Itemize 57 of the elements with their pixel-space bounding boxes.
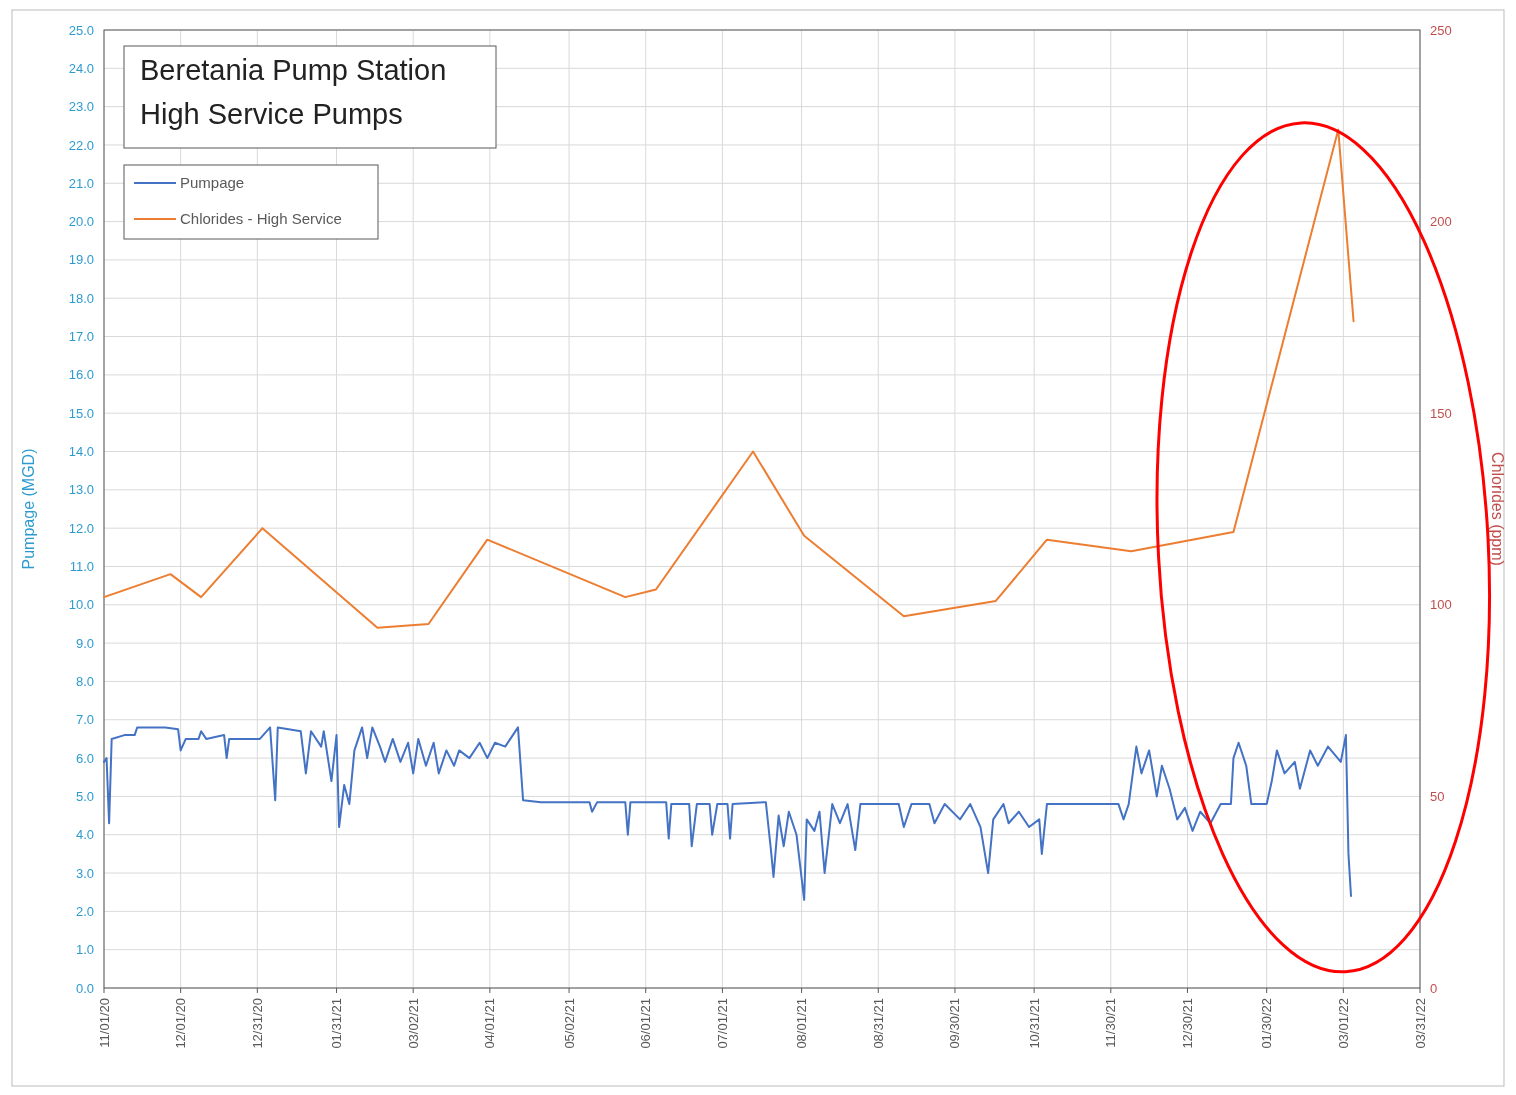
line-series: [103, 726, 1353, 901]
y-tick-label: 15.0: [68, 405, 94, 421]
x-tick-label: 10/31/21: [1026, 998, 1042, 1049]
y2-tick-label: 50: [1430, 788, 1445, 804]
x-tick-label: 12/30/21: [1180, 998, 1196, 1049]
x-tick-label: 05/02/21: [561, 998, 577, 1049]
y-tick-label: 13.0: [68, 482, 94, 498]
x-tick-label: 01/31/21: [329, 998, 345, 1049]
x-tick-label: 03/01/22: [1335, 998, 1351, 1049]
y-tick-label: 7.0: [75, 712, 94, 728]
x-tick-label: 06/01/21: [638, 998, 654, 1049]
y2-tick-label: 250: [1430, 22, 1452, 38]
y-tick-label: 21.0: [68, 175, 94, 191]
text: Beretania Pump Station High Service Pumps: [140, 54, 447, 130]
x-tick-label: 08/01/21: [794, 998, 810, 1049]
y-tick-label: 0.0: [75, 980, 94, 996]
line-series: [103, 128, 1355, 629]
y-tick-label: 20.0: [68, 214, 94, 230]
x-tick-label: 08/31/21: [870, 998, 886, 1049]
x-tick-label: 03/31/22: [1412, 998, 1428, 1049]
y-tick-label: 8.0: [75, 673, 94, 689]
y-tick-label: 1.0: [75, 942, 94, 958]
y-tick-label: 11.0: [69, 559, 94, 575]
y2-tick-label: 200: [1430, 214, 1452, 230]
y-tick-label: 10.0: [68, 597, 94, 613]
y2-tick-label: 150: [1430, 405, 1452, 421]
y-tick-label: 18.0: [68, 290, 94, 306]
y2-tick-label: 100: [1430, 597, 1452, 613]
y2-tick-label: 0: [1430, 980, 1438, 996]
y-tick-label: 5.0: [75, 788, 94, 804]
x-tick-label: 12/01/20: [173, 998, 189, 1049]
x-tick-label: 12/31/20: [249, 998, 265, 1049]
x-tick-label: 03/02/21: [405, 998, 421, 1049]
x-tick-label: 07/01/21: [714, 998, 730, 1049]
y-axis-title: Pumpage (MGD): [20, 448, 37, 570]
x-tick-label: 04/01/21: [482, 998, 498, 1049]
y-tick-label: 4.0: [75, 827, 94, 843]
y-tick-label: 19.0: [68, 252, 94, 268]
y-tick-label: 9.0: [75, 635, 94, 651]
x-tick-label: 01/30/22: [1259, 998, 1275, 1049]
y-tick-label: 3.0: [75, 865, 94, 881]
y-tick-label: 17.0: [68, 329, 94, 345]
y-tick-label: 12.0: [68, 520, 94, 536]
y-tick-label: 25.0: [68, 22, 94, 38]
y-tick-label: 14.0: [68, 444, 94, 460]
x-tick-label: 09/30/21: [947, 998, 963, 1049]
y-tick-label: 2.0: [75, 903, 94, 919]
x-tick-label: 11/30/21: [1103, 998, 1119, 1048]
legend-label: Pumpage: [180, 174, 245, 192]
y2-axis-title: Chlorides (ppm): [1489, 452, 1506, 566]
y-tick-label: 16.0: [68, 367, 94, 383]
x-tick-label: 11/01/20: [96, 998, 112, 1048]
y-tick-label: 23.0: [68, 99, 94, 115]
y-tick-label: 22.0: [68, 137, 94, 153]
y-tick-label: 6.0: [75, 750, 94, 766]
y-tick-label: 24.0: [68, 60, 94, 76]
legend-label: Chlorides - High Service: [180, 210, 342, 228]
